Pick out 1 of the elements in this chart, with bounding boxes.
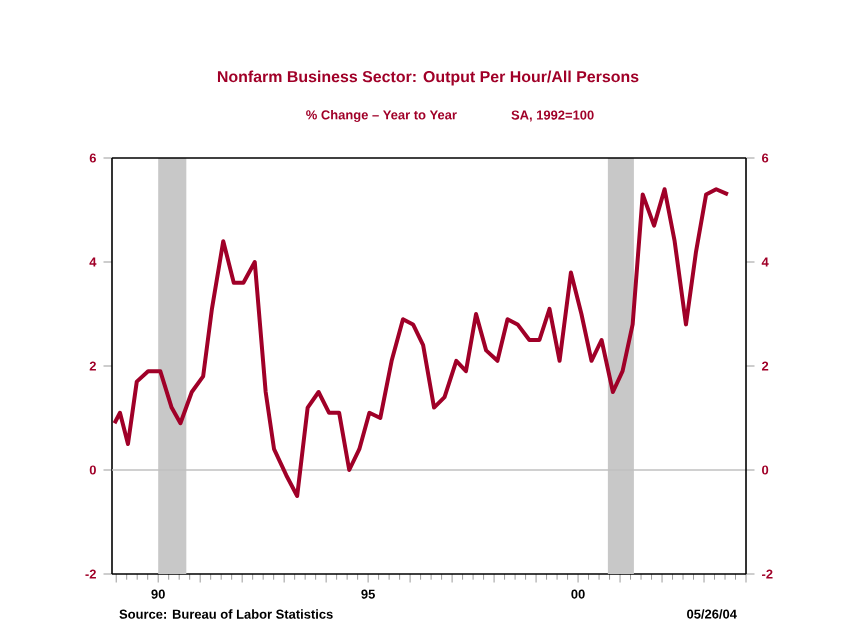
- line-series: [112, 187, 730, 498]
